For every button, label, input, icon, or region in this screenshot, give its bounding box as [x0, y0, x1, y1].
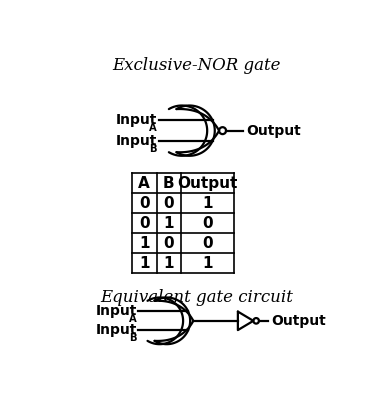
Text: A: A — [138, 176, 150, 190]
Text: Input: Input — [116, 134, 157, 148]
Text: Output: Output — [246, 124, 301, 138]
Text: Input: Input — [95, 323, 137, 337]
Text: 0: 0 — [202, 215, 213, 231]
Text: 1: 1 — [139, 236, 149, 251]
Text: 1: 1 — [164, 215, 174, 231]
Text: 0: 0 — [139, 195, 149, 210]
Text: 0: 0 — [164, 236, 174, 251]
Text: Input: Input — [95, 304, 137, 318]
Text: Output: Output — [271, 314, 326, 328]
Text: 1: 1 — [202, 256, 213, 271]
Text: 0: 0 — [164, 195, 174, 210]
Text: B: B — [163, 176, 175, 190]
Text: A: A — [149, 123, 157, 133]
Text: Equivalent gate circuit: Equivalent gate circuit — [100, 288, 293, 305]
Text: 1: 1 — [164, 256, 174, 271]
Text: 0: 0 — [202, 236, 213, 251]
Text: B: B — [129, 333, 137, 343]
Text: Output: Output — [177, 176, 238, 190]
Text: A: A — [129, 314, 137, 324]
Text: 1: 1 — [202, 195, 213, 210]
Text: 0: 0 — [139, 215, 149, 231]
Text: Exclusive-NOR gate: Exclusive-NOR gate — [113, 58, 281, 75]
Text: 1: 1 — [139, 256, 149, 271]
Text: B: B — [149, 144, 157, 154]
Text: Input: Input — [116, 113, 157, 127]
